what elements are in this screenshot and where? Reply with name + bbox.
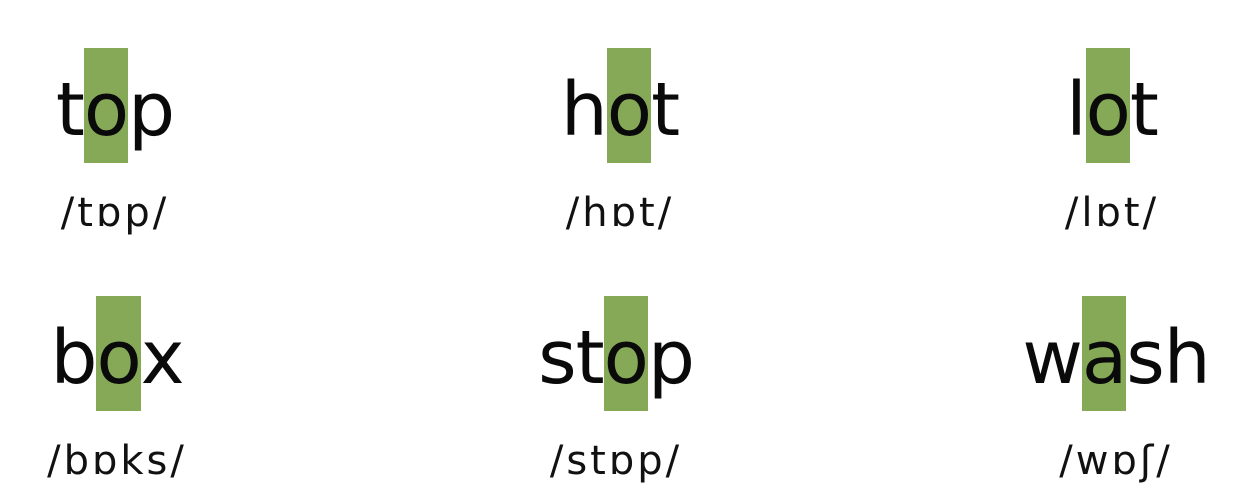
word-top: top (0, 48, 265, 163)
ipa-transcription: /wɒʃ/ (1059, 438, 1173, 484)
ipa-transcription: /lɒt/ (1064, 190, 1160, 236)
word-suffix: sh (1126, 315, 1210, 401)
word-box: box (0, 296, 267, 411)
word-prefix: l (1066, 67, 1087, 153)
highlighted-vowel: o (83, 48, 129, 163)
highlighted-vowel: o (606, 48, 652, 163)
word-lot: lot (962, 48, 1258, 163)
word-suffix: t (651, 67, 680, 153)
word-suffix: p (128, 67, 175, 153)
word-card-lot: lot /lɒt/ (962, 20, 1258, 250)
word-card-wash: wash /wɒʃ/ (966, 268, 1258, 498)
highlighted-vowel: o (603, 296, 649, 411)
word-prefix: h (560, 67, 608, 153)
word-stop: stop (466, 296, 766, 411)
word-suffix: p (647, 315, 695, 401)
word-card-stop: stop /stɒp/ (466, 268, 766, 498)
word-card-box: box /bɒks/ (0, 268, 267, 498)
word-prefix: st (538, 315, 605, 401)
ipa-transcription: /tɒp/ (60, 190, 170, 236)
highlighted-vowel: o (96, 296, 142, 411)
word-card-top: top /tɒp/ (0, 20, 265, 250)
word-wash: wash (966, 296, 1258, 411)
word-prefix: b (50, 315, 97, 401)
word-prefix: w (1022, 315, 1083, 401)
word-hot: hot (470, 48, 770, 163)
ipa-transcription: /stɒp/ (549, 438, 683, 484)
word-suffix: x (140, 315, 185, 401)
word-suffix: t (1129, 67, 1159, 153)
highlighted-vowel: o (1085, 48, 1131, 163)
highlighted-vowel: a (1081, 296, 1127, 411)
ipa-transcription: /bɒks/ (47, 438, 187, 484)
word-card-hot: hot /hɒt/ (470, 20, 770, 250)
word-prefix: t (55, 67, 85, 153)
ipa-transcription: /hɒt/ (565, 190, 675, 236)
